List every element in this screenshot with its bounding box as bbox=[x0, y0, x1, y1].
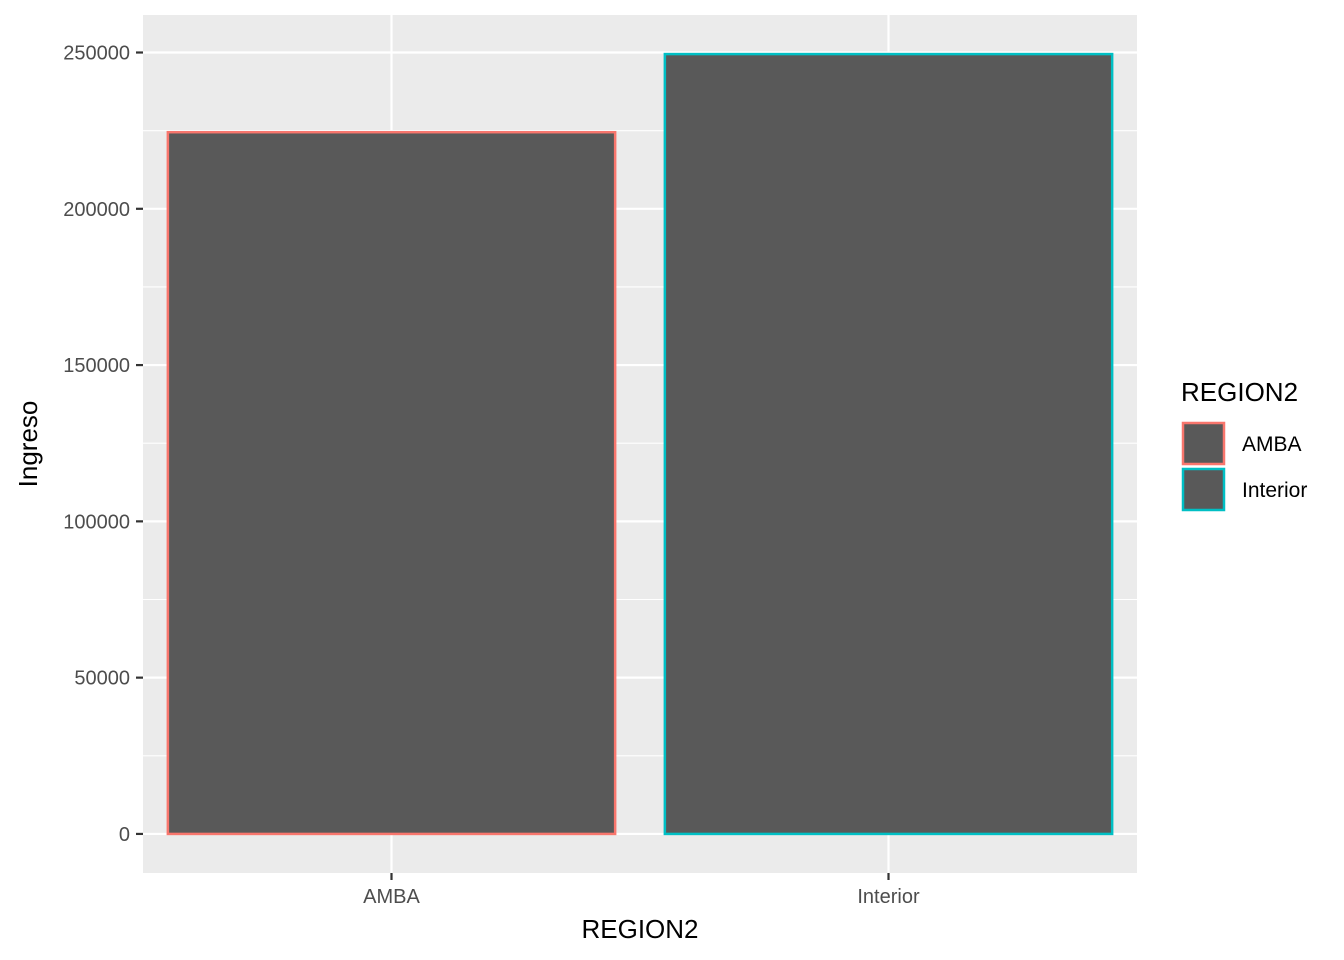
legend-label: Interior bbox=[1242, 479, 1307, 502]
y-axis-title: Ingreso bbox=[13, 401, 43, 488]
y-tick-label: 200000 bbox=[63, 199, 130, 221]
legend-title: REGION2 bbox=[1181, 377, 1298, 407]
y-axis: 0 50000 100000 150000 200000 250000 bbox=[63, 43, 143, 846]
x-tick-label: AMBA bbox=[363, 886, 420, 908]
y-tick-label: 150000 bbox=[63, 355, 130, 377]
legend-key-amba bbox=[1181, 421, 1226, 466]
x-tick-label: Interior bbox=[857, 886, 920, 908]
x-axis-title: REGION2 bbox=[581, 914, 698, 944]
x-axis: AMBA Interior bbox=[363, 873, 920, 908]
legend: REGION2 AMBA Interior bbox=[1181, 377, 1307, 512]
y-tick-label: 250000 bbox=[63, 43, 130, 65]
legend-key-interior bbox=[1181, 467, 1226, 512]
bars bbox=[166, 52, 1114, 836]
legend-label: AMBA bbox=[1242, 433, 1302, 456]
y-tick-label: 50000 bbox=[74, 668, 130, 690]
bar-interior bbox=[663, 52, 1114, 836]
y-tick-label: 100000 bbox=[63, 511, 130, 533]
bar-amba bbox=[166, 130, 617, 836]
y-tick-label: 0 bbox=[119, 824, 130, 846]
